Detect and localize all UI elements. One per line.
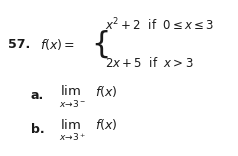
- Text: $x^2+2$  if  $0 \leq x \leq 3$: $x^2+2$ if $0 \leq x \leq 3$: [105, 17, 214, 33]
- Text: $f(x)$: $f(x)$: [95, 117, 117, 132]
- Text: $f(x)=$: $f(x)=$: [40, 37, 75, 52]
- Text: b.: b.: [31, 123, 44, 136]
- Text: $\lim$: $\lim$: [60, 118, 81, 132]
- Text: $x\!\to\!3^+$: $x\!\to\!3^+$: [59, 131, 86, 143]
- Text: $f(x)$: $f(x)$: [95, 83, 117, 99]
- Text: $2x+5$  if  $x>3$: $2x+5$ if $x>3$: [105, 56, 193, 70]
- Text: $x\!\to\!3^-$: $x\!\to\!3^-$: [59, 98, 86, 109]
- Text: $\{$: $\{$: [91, 28, 108, 60]
- Text: $\lim$: $\lim$: [60, 84, 81, 98]
- Text: 57.: 57.: [8, 38, 30, 51]
- Text: a.: a.: [31, 89, 44, 102]
